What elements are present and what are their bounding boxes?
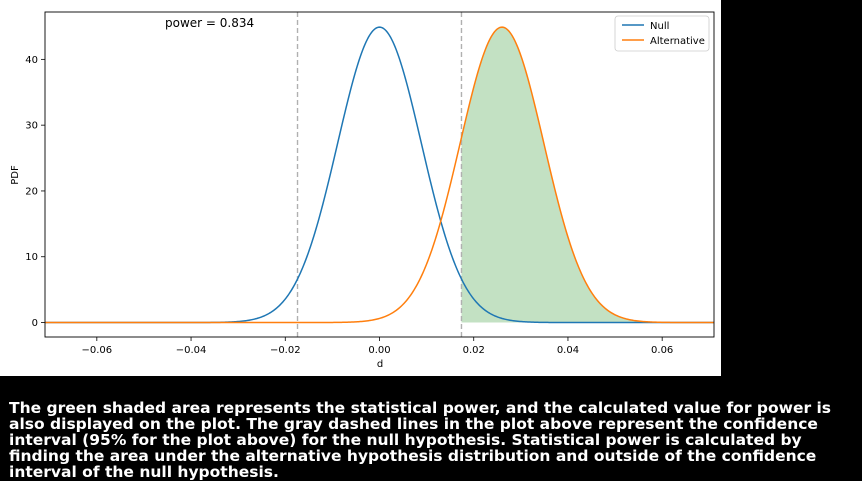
- x-tick-label: 0.02: [463, 345, 485, 356]
- y-tick-label: 10: [25, 252, 38, 263]
- y-tick-label: 0: [32, 318, 38, 329]
- y-tick-label: 40: [25, 55, 38, 66]
- x-tick-label: 0.06: [651, 345, 673, 356]
- x-tick-label: −0.06: [81, 345, 112, 356]
- plot-area: [45, 12, 714, 337]
- y-tick-label: 30: [25, 121, 38, 132]
- power-shaded-area: [461, 27, 714, 323]
- caption-text: The green shaded area represents the sta…: [9, 399, 832, 481]
- y-axis-title: PDF: [10, 165, 21, 185]
- legend: Null Alternative: [614, 15, 710, 52]
- x-axis-title: d: [377, 359, 383, 370]
- x-tick-label: −0.02: [270, 345, 301, 356]
- power-annotation: power = 0.834: [165, 16, 254, 30]
- chart-figure: −0.06 −0.04 −0.02 0.00 0.02 0.04 0.06 0 10 20 30 4…: [0, 0, 721, 376]
- y-tick-label: 20: [25, 186, 38, 197]
- x-tick-label: 0.00: [368, 345, 390, 356]
- x-tick-label: 0.04: [557, 345, 579, 356]
- x-tick-label: −0.04: [176, 345, 207, 356]
- legend-label-alternative: Alternative: [650, 36, 705, 47]
- legend-label-null: Null: [650, 21, 669, 32]
- series-line-alternative: [45, 26, 714, 324]
- chart-plot: −0.06 −0.04 −0.02 0.00 0.02 0.04 0.06 0 10 20 30 4…: [10, 11, 715, 370]
